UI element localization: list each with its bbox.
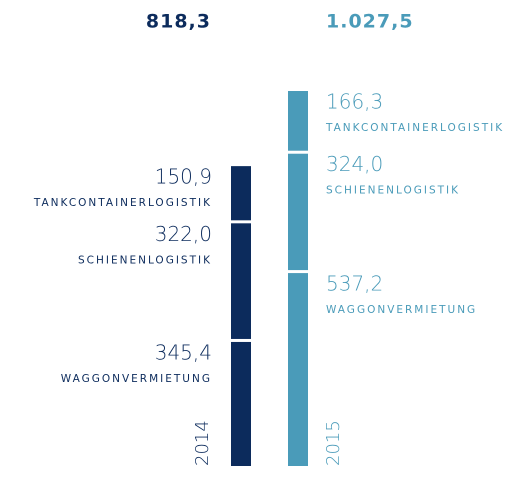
segment-label: WAGGONVERMIETUNG bbox=[326, 304, 477, 316]
total-label: 818,3 bbox=[146, 11, 211, 33]
value-label: 537,2 bbox=[326, 272, 383, 296]
bar-segment bbox=[231, 166, 251, 221]
value-label: 345,4 bbox=[155, 340, 212, 364]
bar-segment bbox=[288, 153, 308, 271]
bar-segment bbox=[231, 223, 251, 339]
value-label: 150,9 bbox=[155, 165, 212, 189]
year-label: 2015 bbox=[323, 420, 344, 466]
segment-label: SCHIENENLOGISTIK bbox=[78, 254, 212, 266]
bar-segment bbox=[231, 341, 251, 466]
value-label: 324,0 bbox=[326, 152, 383, 176]
bar-segment bbox=[288, 91, 308, 151]
segment-label: SCHIENENLOGISTIK bbox=[326, 185, 460, 197]
segment-label: WAGGONVERMIETUNG bbox=[61, 373, 212, 385]
total-label: 1.027,5 bbox=[326, 11, 414, 33]
year-label: 2014 bbox=[192, 420, 213, 466]
value-label: 166,3 bbox=[326, 90, 383, 114]
segment-label: TANKCONTAINERLOGISTIK bbox=[325, 122, 504, 134]
bar-segment bbox=[288, 273, 308, 466]
value-label: 322,0 bbox=[155, 222, 212, 246]
segment-label: TANKCONTAINERLOGISTIK bbox=[33, 197, 212, 209]
